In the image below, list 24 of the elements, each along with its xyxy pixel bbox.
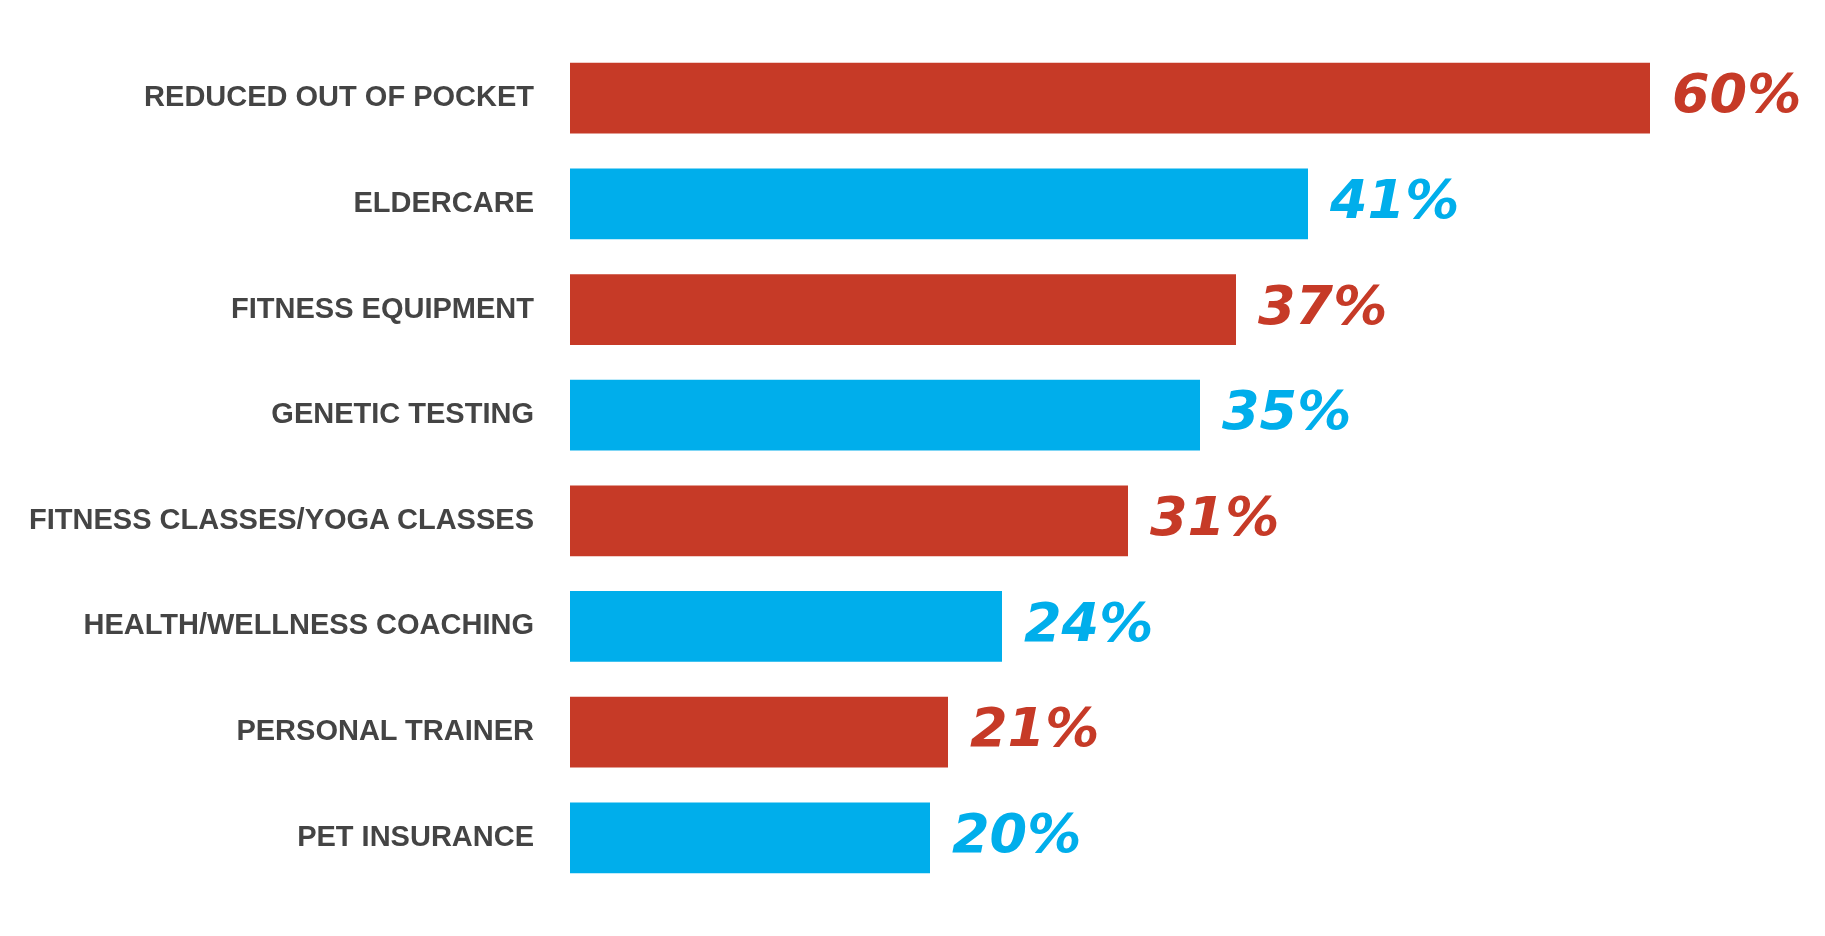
data-label: 35% — [1222, 379, 1352, 443]
y-tick-label: FITNESS EQUIPMENT — [231, 291, 535, 324]
y-tick-label: PET INSURANCE — [297, 819, 534, 852]
bar — [570, 168, 1308, 240]
data-label: 60% — [1672, 62, 1802, 126]
bar — [570, 274, 1236, 345]
data-label: 31% — [1150, 484, 1280, 548]
bar — [570, 696, 948, 768]
data-label: 41% — [1329, 167, 1460, 231]
bar — [570, 591, 1002, 662]
data-label: 21% — [970, 696, 1100, 760]
data-label: 20% — [952, 801, 1082, 865]
bar — [570, 62, 1650, 134]
bar — [570, 485, 1128, 557]
y-tick-label: PERSONAL TRAINER — [236, 714, 535, 747]
data-label: 37% — [1258, 273, 1388, 337]
bar — [570, 802, 930, 874]
bar — [570, 379, 1200, 451]
y-tick-label: HEALTH/WELLNESS COACHING — [83, 608, 534, 641]
y-tick-label: REDUCED OUT OF POCKET — [144, 80, 535, 113]
y-tick-label: ELDERCARE — [353, 185, 534, 218]
y-tick-label: GENETIC TESTING — [271, 397, 534, 430]
y-tick-label: FITNESS CLASSES/YOGA CLASSES — [29, 502, 534, 535]
data-label: 24% — [1024, 590, 1154, 654]
